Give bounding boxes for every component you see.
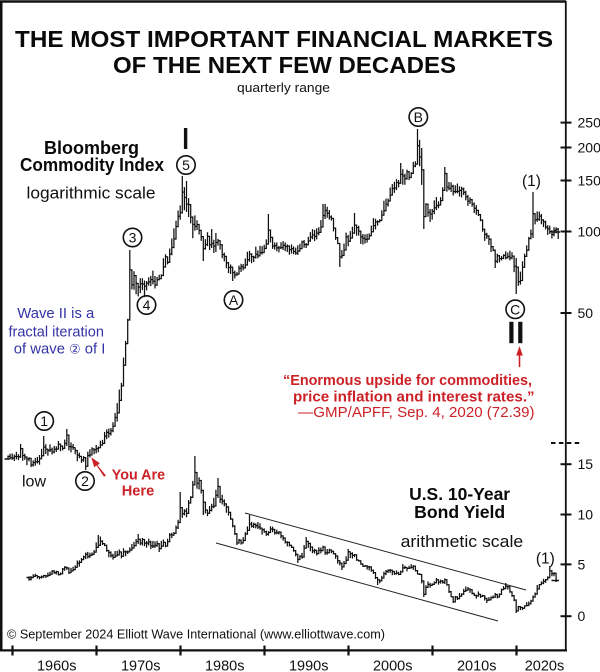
svg-text:4: 4 xyxy=(143,297,151,313)
svg-text:Wave II is a: Wave II is a xyxy=(17,305,95,322)
svg-text:THE MOST IMPORTANT FINANCIAL M: THE MOST IMPORTANT FINANCIAL MARKETS xyxy=(15,26,553,52)
svg-text:15: 15 xyxy=(578,456,594,472)
svg-text:2000s: 2000s xyxy=(373,659,413,672)
svg-text:10: 10 xyxy=(578,507,594,523)
svg-text:2: 2 xyxy=(81,473,89,489)
svg-text:quarterly range: quarterly range xyxy=(237,80,330,95)
svg-text:B: B xyxy=(414,109,423,125)
svg-text:250: 250 xyxy=(578,115,600,131)
svg-text:—GMP/APFF, Sep. 4, 2020 (72.39: —GMP/APFF, Sep. 4, 2020 (72.39) xyxy=(298,405,534,421)
svg-text:200: 200 xyxy=(578,140,600,156)
svg-text:1960s: 1960s xyxy=(37,659,77,672)
svg-text:(1): (1) xyxy=(522,173,541,190)
svg-text:A: A xyxy=(229,292,239,308)
svg-text:Commodity Index: Commodity Index xyxy=(20,155,164,175)
svg-text:U.S. 10-Year: U.S. 10-Year xyxy=(409,484,510,504)
svg-text:2020s: 2020s xyxy=(525,659,565,672)
svg-text:C: C xyxy=(510,301,520,317)
svg-text:0: 0 xyxy=(578,608,586,624)
svg-text:Bond Yield: Bond Yield xyxy=(414,502,505,522)
svg-text:“Enormous upside for commoditi: “Enormous upside for commodities, xyxy=(283,373,532,389)
svg-text:fractal iteration: fractal iteration xyxy=(8,324,104,341)
svg-text:1: 1 xyxy=(40,413,48,429)
svg-text:5: 5 xyxy=(578,556,586,572)
svg-text:1970s: 1970s xyxy=(121,659,161,672)
svg-text:150: 150 xyxy=(578,173,600,189)
svg-text:low: low xyxy=(22,474,46,491)
svg-text:1990s: 1990s xyxy=(289,659,329,672)
svg-text:Here: Here xyxy=(122,483,155,499)
svg-text:3: 3 xyxy=(129,230,137,246)
svg-text:2010s: 2010s xyxy=(457,659,497,672)
svg-text:© September 2024 Elliott Wave: © September 2024 Elliott Wave Internatio… xyxy=(7,627,385,642)
svg-text:arithmetic scale: arithmetic scale xyxy=(401,532,524,551)
svg-text:Bloomberg: Bloomberg xyxy=(44,138,139,158)
svg-text:50: 50 xyxy=(578,305,594,321)
svg-text:1980s: 1980s xyxy=(205,659,245,672)
svg-text:OF THE NEXT FEW DECADES: OF THE NEXT FEW DECADES xyxy=(113,52,456,78)
svg-text:logarithmic scale: logarithmic scale xyxy=(27,184,156,203)
svg-text:(1): (1) xyxy=(536,551,555,568)
svg-text:100: 100 xyxy=(578,224,600,240)
svg-text:price inflation and interest r: price inflation and interest rates.” xyxy=(293,389,535,405)
svg-text:of wave ② of I: of wave ② of I xyxy=(14,341,106,358)
svg-text:5: 5 xyxy=(182,157,190,173)
svg-text:You Are: You Are xyxy=(112,468,165,484)
